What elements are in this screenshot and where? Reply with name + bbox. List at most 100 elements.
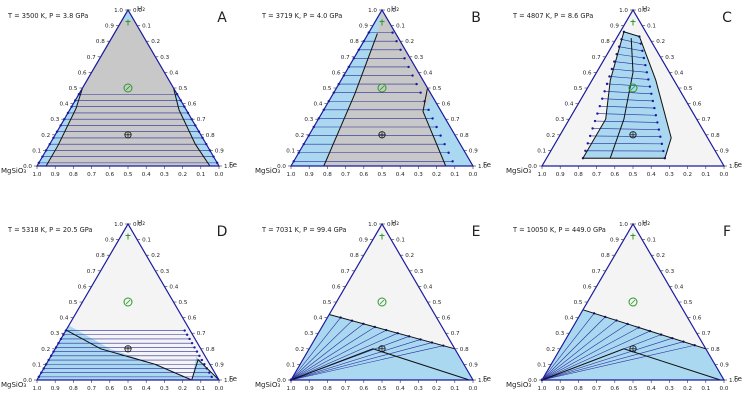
tie-point [195,350,199,353]
left-tick-label: 0.1 [537,362,546,368]
neptune-symbol-mark [379,85,385,91]
left-tick-label: 0.3 [304,331,313,337]
tie-line [619,46,643,52]
vertex-label-h2: H₂ [137,219,145,227]
right-tick-label: 0.5 [684,300,693,306]
right-tick-label: 0.4 [169,284,178,290]
bottom-tick-label: 0.2 [178,386,187,392]
neptune-symbol-mark [630,85,636,91]
right-tick-label: 0.7 [197,331,206,337]
bottom-tick-label: 0.1 [450,386,459,392]
bottom-tick-label: 0.6 [610,172,619,178]
bottom-tick-label: 0.2 [178,172,187,178]
condition-label: T = 5318 K, P = 20.5 GPa [7,226,92,234]
right-tick-label: 0.5 [179,300,188,306]
neptune-symbol [628,83,638,93]
tie-point [601,97,604,100]
bottom-tick-label: 0.3 [414,172,423,178]
right-tick-label: 0.2 [656,253,665,259]
bottom-tick-label: 0.7 [341,386,350,392]
tie-point [403,57,406,60]
phase-boundary [45,87,83,167]
phase-boundary [191,358,220,381]
panel-letter: C [722,10,732,26]
tie-line [541,327,639,381]
left-tick-label: 0.9 [359,238,368,244]
tie-line [290,332,398,381]
right-tick-label: 0.1 [647,24,656,30]
bottom-tick-label: 0.4 [647,386,656,392]
left-tick-label: 0.1 [32,362,41,368]
neptune-symbol-mark [379,299,385,305]
bottom-tick-label: 0.3 [414,386,423,392]
tie-point [443,142,446,146]
tie-line [541,316,606,381]
right-tick-label: 0.0 [638,8,647,14]
tie-point [198,354,201,358]
tie-line [290,317,341,381]
tie-line [541,330,651,381]
tie-line [541,337,673,381]
bottom-tick-label: 0.6 [359,386,368,392]
right-tick-label: 0.2 [151,253,160,259]
right-tick-label: 0.8 [206,347,215,353]
vertex-label-fe: Fe [229,161,237,169]
bottom-tick-label: 0.3 [665,386,674,392]
left-tick-label: 0.7 [592,269,601,275]
right-tick-label: 1.0 [478,164,487,170]
bottom-tick-label: 0.0 [469,172,478,178]
right-tick-label: 0.7 [702,331,711,337]
right-tick-label: 0.3 [665,55,674,61]
tie-point [591,127,594,130]
left-tick-label: 0.4 [313,102,322,108]
tie-line [590,135,661,138]
right-tick-label: 0.8 [711,347,720,353]
bottom-tick-label: 0.1 [196,172,205,178]
right-tick-label: 0.3 [414,269,423,275]
vertex-label-mgsio3: MgSiO₃ [255,167,280,175]
right-tick-label: 0.4 [423,284,432,290]
bottom-tick-label: 0.3 [665,172,674,178]
panel-letter: E [472,224,481,240]
phase-boundary [65,329,192,381]
two-phase-region [423,95,473,166]
bottom-tick-label: 0.8 [323,172,332,178]
bottom-tick-label: 0.5 [378,172,387,178]
tie-line [290,339,421,381]
tie-line [599,105,655,109]
tie-line [597,113,656,116]
tie-line [541,320,617,381]
right-tick-label: 0.0 [387,222,396,228]
panel-letter: D [217,224,228,240]
bottom-tick-label: 0.4 [142,386,151,392]
bottom-tick-label: 0.5 [378,386,387,392]
bottom-tick-label: 0.1 [196,386,205,392]
tie-point [193,346,196,349]
tie-line [541,341,684,381]
neptune-symbol [377,297,387,307]
tie-point [651,99,655,103]
left-tick-label: 0.0 [528,378,537,384]
tie-line [541,323,628,381]
right-tick-label: 0.8 [460,133,469,139]
tie-point [662,149,665,153]
left-tick-label: 0.7 [87,269,96,275]
phase-boundary [422,87,447,167]
right-tick-label: 0.1 [396,24,405,30]
tie-point [596,112,599,115]
right-tick-label: 0.9 [215,148,224,154]
tie-line [592,128,659,130]
right-tick-label: 0.5 [179,86,188,92]
bottom-tick-label: 0.4 [647,172,656,178]
tie-point [208,371,211,374]
bottom-tick-label: 0.4 [396,172,405,178]
tie-point [188,337,191,341]
tie-point [659,135,662,138]
ternary-panel-d: 1.00.00.00.90.10.10.80.20.20.70.30.30.60… [1,219,237,392]
tie-point [447,151,450,154]
right-tick-label: 0.9 [215,362,224,368]
tie-point [608,75,611,78]
tie-line [290,320,353,381]
condition-label: T = 10050 K, P = 449.0 GPa [512,226,606,234]
left-tick-label: 0.2 [295,133,304,139]
